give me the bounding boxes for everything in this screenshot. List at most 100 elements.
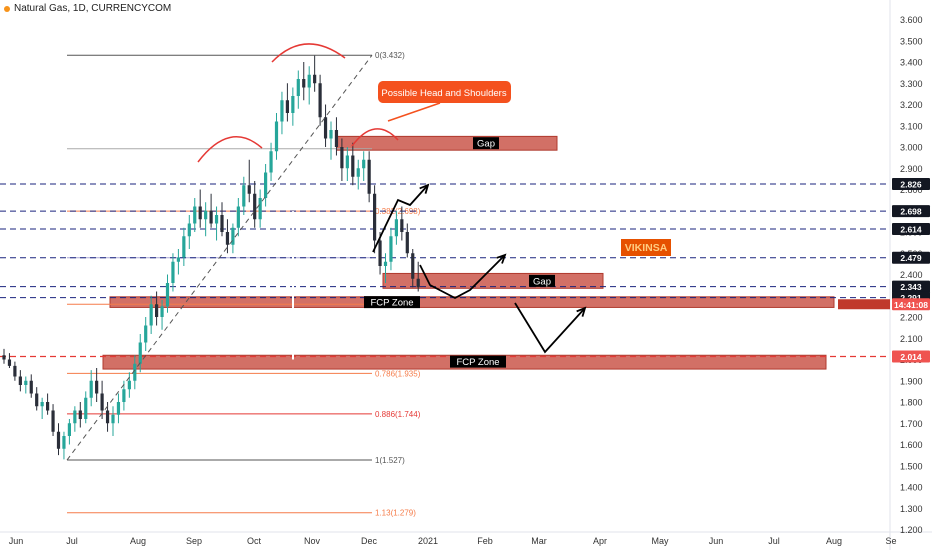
candle-body xyxy=(51,410,55,432)
x-tick-label: Se xyxy=(885,536,896,546)
candle-body xyxy=(362,159,366,169)
candle-body xyxy=(367,159,371,194)
price-label: 2.614 xyxy=(900,225,922,235)
candle-body xyxy=(127,380,131,390)
candle-body xyxy=(155,304,159,317)
price-label-bg xyxy=(892,223,930,236)
chart-title: Natural Gas, 1D, CURRENCYCOM xyxy=(4,3,171,14)
zone-label-bg xyxy=(473,137,499,150)
candle-body xyxy=(236,206,240,228)
candle-body xyxy=(340,147,344,169)
y-tick-label: 3.000 xyxy=(900,143,923,153)
candle-body xyxy=(258,198,262,220)
candle-body xyxy=(296,79,300,96)
price-label: 2.826 xyxy=(900,179,922,189)
candle-body xyxy=(18,376,22,385)
candle-body xyxy=(214,215,219,224)
callout-pointer xyxy=(387,102,441,122)
watermark-text: VIKINSA xyxy=(625,242,668,254)
x-tick-label: Jul xyxy=(66,536,78,546)
candle-body xyxy=(220,215,224,232)
candle-body xyxy=(253,193,257,220)
candle-body xyxy=(345,155,349,169)
price-label: 2.343 xyxy=(900,282,922,292)
x-tick-label: Aug xyxy=(130,536,146,546)
right-shoulder-arc xyxy=(351,128,399,147)
zone-label: FCP Zone xyxy=(456,357,499,368)
candle-body xyxy=(247,185,251,194)
candle-body xyxy=(389,236,393,262)
countdown-strip xyxy=(838,299,890,310)
x-tick-label: Jun xyxy=(9,536,24,546)
y-tick-label: 2.900 xyxy=(900,164,923,174)
fib-label: 0(3.432) xyxy=(375,51,405,60)
fib-label: 0.382(2.698) xyxy=(375,207,421,216)
y-tick-label: 1.900 xyxy=(900,376,923,386)
candle-body xyxy=(383,261,388,266)
x-tick-label: Feb xyxy=(477,536,493,546)
candle-body xyxy=(334,130,339,147)
candle-body xyxy=(318,83,322,118)
projection-arrow xyxy=(372,184,429,253)
candle-body xyxy=(182,236,186,258)
y-tick-label: 1.600 xyxy=(900,440,923,450)
candle-body xyxy=(416,278,420,288)
price-label-bg xyxy=(892,298,930,311)
candle-body xyxy=(116,402,121,415)
callout-box xyxy=(378,81,511,103)
candle-body xyxy=(160,306,164,317)
price-label: 2.698 xyxy=(900,207,922,217)
chart-title-text: Natural Gas, 1D, CURRENCYCOM xyxy=(14,3,172,14)
y-tick-label: 1.700 xyxy=(900,419,923,429)
candle-body xyxy=(73,410,77,424)
zone-label: FCP Zone xyxy=(370,298,413,309)
candle-body xyxy=(242,185,246,207)
head-arc xyxy=(271,43,346,63)
candle-body xyxy=(13,365,17,377)
candle-body xyxy=(193,206,197,224)
candle-body xyxy=(62,436,66,449)
x-tick-label: Jun xyxy=(709,536,724,546)
candle-body xyxy=(84,397,88,419)
callout-text: Possible Head and Shoulders xyxy=(381,88,506,99)
y-tick-label: 2.200 xyxy=(900,313,923,323)
candle-body xyxy=(269,151,273,173)
candle-body xyxy=(323,117,328,139)
fib-levels: 0(3.432) 0.382(2.698) 0.786(1.935) 0.886(1.… xyxy=(67,51,421,518)
watermark: VIKINSA xyxy=(621,239,671,256)
watermark-box xyxy=(621,239,671,256)
arrow-head xyxy=(419,183,430,194)
zone-box xyxy=(336,135,558,151)
y-axis: 3.600 3.500 3.400 3.300 3.200 3.100 3.000 2.900… xyxy=(838,15,930,535)
y-tick-label: 3.200 xyxy=(900,100,923,110)
candle-body xyxy=(35,393,39,407)
projection-arrow xyxy=(419,254,506,300)
candle-body xyxy=(100,393,104,411)
candle-body xyxy=(122,389,126,402)
symbol-dot-icon xyxy=(4,5,10,12)
candle-body xyxy=(405,232,409,254)
left-shoulder-arc xyxy=(197,136,263,163)
arrow-head xyxy=(576,306,587,317)
candle-body xyxy=(176,257,180,262)
y-tick-label: 2.800 xyxy=(900,185,923,195)
candle-body xyxy=(198,206,202,220)
dashed-levels xyxy=(0,183,890,358)
candle-body xyxy=(46,402,50,411)
zones-layer xyxy=(102,135,835,370)
candle-body xyxy=(67,423,71,436)
candle-body xyxy=(307,74,311,88)
candle-body xyxy=(209,210,213,224)
y-tick-label: 1.400 xyxy=(900,483,923,493)
candle-body xyxy=(204,210,208,220)
x-tick-label: Jul xyxy=(768,536,780,546)
candle-body xyxy=(111,414,115,424)
price-label-bg xyxy=(892,205,930,218)
candle-body xyxy=(95,380,99,394)
zone-box xyxy=(109,296,835,308)
y-tick-label: 2.100 xyxy=(900,334,923,344)
candle-body xyxy=(7,359,12,366)
candle-body xyxy=(144,325,148,343)
candle-body xyxy=(171,261,175,283)
